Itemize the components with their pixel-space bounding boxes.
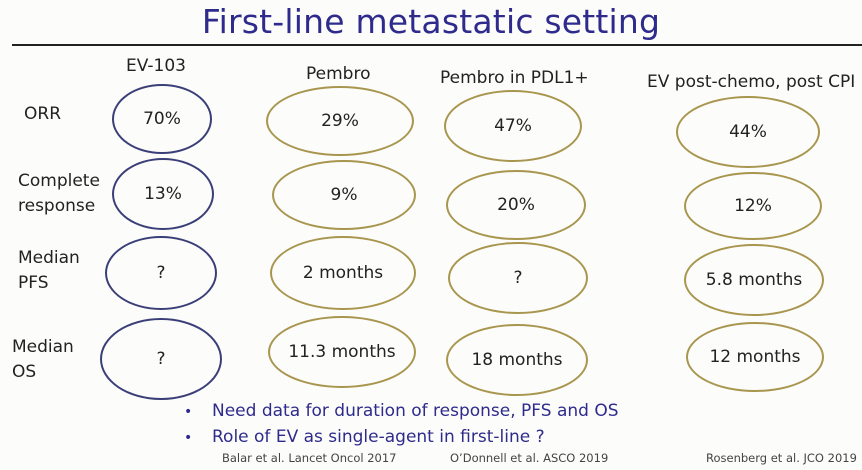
cell-value: 12 months <box>709 347 801 367</box>
reference-balar: Balar et al. Lancet Oncol 2017 <box>222 451 397 465</box>
bullet-list: • Need data for duration of response, PFS… <box>184 398 619 450</box>
cell-median-os-pembro-pdl1: 18 months <box>446 324 588 396</box>
bullet-text: Need data for duration of response, PFS … <box>212 401 619 421</box>
row-label-line: response <box>18 196 96 216</box>
cell-value: 70% <box>143 109 181 129</box>
cell-value: 11.3 months <box>288 342 396 362</box>
row-label-line: Complete <box>18 171 100 191</box>
row-label-orr: ORR <box>24 102 61 127</box>
cell-orr-ev-post-chemo: 44% <box>676 96 820 168</box>
cell-value: 2 months <box>302 263 384 283</box>
cell-median-pfs-ev103: ? <box>105 236 217 310</box>
cell-value: 44% <box>729 122 767 142</box>
bullet-item: • Need data for duration of response, PFS… <box>184 398 619 424</box>
row-label-line: ORR <box>24 104 62 124</box>
cell-orr-pembro-pdl1: 47% <box>444 90 582 162</box>
column-header-pembro: Pembro <box>306 64 371 84</box>
title-divider <box>12 44 862 46</box>
cell-median-pfs-pembro: 2 months <box>270 236 416 310</box>
row-label-line: OS <box>12 362 37 382</box>
cell-value: 9% <box>330 185 358 205</box>
reference-odonnell: O’Donnell et al. ASCO 2019 <box>450 451 609 465</box>
cell-complete-response-pembro: 9% <box>272 160 416 230</box>
cell-median-pfs-ev-post-chemo: 5.8 months <box>684 244 824 316</box>
cell-median-os-ev-post-chemo: 12 months <box>686 322 824 392</box>
row-label-complete-response: Complete response <box>18 169 100 219</box>
cell-value: ? <box>513 268 523 288</box>
cell-orr-ev103: 70% <box>112 84 212 154</box>
row-label-line: Median <box>12 337 74 357</box>
row-label-median-os: Median OS <box>12 335 74 385</box>
row-label-median-pfs: Median PFS <box>18 246 80 296</box>
cell-value: 5.8 months <box>705 270 803 290</box>
cell-median-os-pembro: 11.3 months <box>268 316 416 388</box>
cell-complete-response-pembro-pdl1: 20% <box>446 170 586 240</box>
row-label-line: Median <box>18 248 80 268</box>
cell-complete-response-ev103: 13% <box>112 158 214 230</box>
cell-complete-response-ev-post-chemo: 12% <box>684 172 822 240</box>
cell-value: ? <box>156 263 166 283</box>
cell-orr-pembro: 29% <box>266 86 414 156</box>
bullet-item: • Role of EV as single-agent in first-lin… <box>184 424 619 450</box>
slide-title: First-line metastatic setting <box>201 2 661 41</box>
cell-median-os-ev103: ? <box>100 318 222 400</box>
bullet-text: Role of EV as single-agent in first-line… <box>212 427 545 447</box>
column-header-ev103: EV-103 <box>126 56 186 76</box>
bullet-dot-icon: • <box>184 430 193 446</box>
reference-rosenberg: Rosenberg et al. JCO 2019 <box>706 451 857 465</box>
cell-value: 47% <box>494 116 532 136</box>
cell-median-pfs-pembro-pdl1: ? <box>448 242 588 314</box>
column-header-pembro-pdl1: Pembro in PDL1+ <box>440 68 589 88</box>
cell-value: 13% <box>144 184 182 204</box>
cell-value: 18 months <box>471 350 563 370</box>
column-header-ev-post-chemo: EV post-chemo, post CPI <box>647 72 856 92</box>
row-label-line: PFS <box>18 273 49 293</box>
cell-value: 12% <box>734 196 772 216</box>
cell-value: 29% <box>321 111 359 131</box>
cell-value: ? <box>156 349 166 369</box>
cell-value: 20% <box>497 195 535 215</box>
bullet-dot-icon: • <box>184 404 193 420</box>
